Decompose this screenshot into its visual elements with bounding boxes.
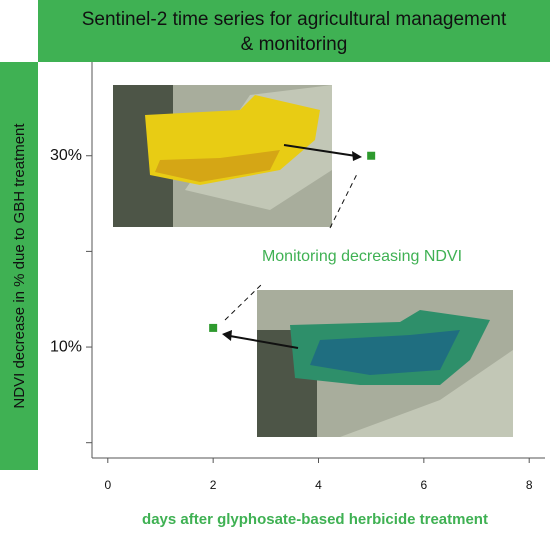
x-tick-label: 6 [421, 478, 428, 492]
y-label-box [0, 62, 38, 470]
x-tick-label: 8 [526, 478, 533, 492]
arrow-head [222, 330, 232, 341]
title-box [38, 0, 550, 62]
chart-title-1: Sentinel-2 time series for agricultural … [82, 9, 507, 30]
x-axis-label: days after glyphosate-based herbicide tr… [142, 511, 488, 528]
x-tick-label: 4 [315, 478, 322, 492]
arrow-head [352, 151, 362, 161]
trend-line [329, 171, 359, 229]
annotation: Monitoring decreasing NDVI [262, 248, 462, 265]
y-tick-label: 30% [50, 147, 82, 164]
chart-title-2: & monitoring [241, 34, 348, 55]
trend-line [224, 283, 263, 321]
arrow [229, 335, 299, 349]
y-tick-label: 10% [50, 338, 82, 355]
map-image-low [257, 290, 513, 437]
data-point [367, 151, 376, 160]
arrow [283, 144, 357, 157]
map-image-high [113, 85, 332, 227]
data-point [209, 323, 218, 332]
y-axis-label: NDVI decrease in % due to GBH treatment [11, 123, 28, 409]
x-tick-label: 2 [210, 478, 217, 492]
x-tick-label: 0 [104, 478, 111, 492]
